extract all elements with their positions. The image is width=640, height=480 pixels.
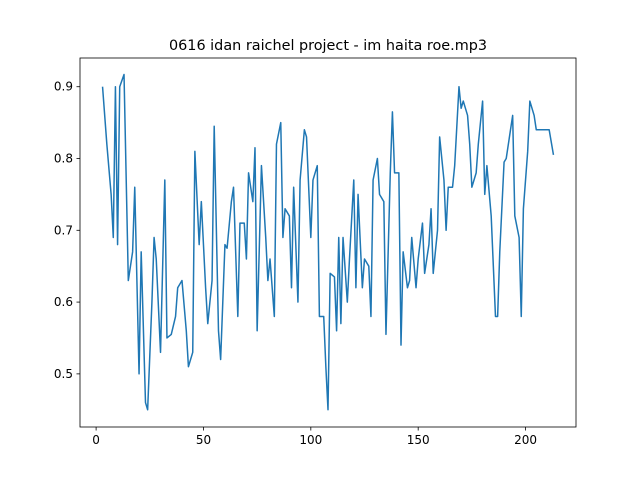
chart-title: 0616 idan raichel project - im haita roe… (169, 38, 487, 54)
y-tick-label: 0.6 (54, 295, 73, 309)
plot-frame (79, 57, 577, 428)
data-line (101, 73, 555, 411)
x-tick-label: 100 (299, 433, 322, 447)
x-tick-label: 200 (514, 433, 537, 447)
x-tick-label: 50 (196, 433, 211, 447)
y-tick-label: 0.5 (54, 367, 73, 381)
y-tick-label: 0.7 (54, 223, 73, 237)
x-tick-label: 150 (407, 433, 430, 447)
y-tick-label: 0.8 (54, 152, 73, 166)
y-tick-label: 0.9 (54, 80, 73, 94)
x-tick-label: 0 (92, 433, 100, 447)
